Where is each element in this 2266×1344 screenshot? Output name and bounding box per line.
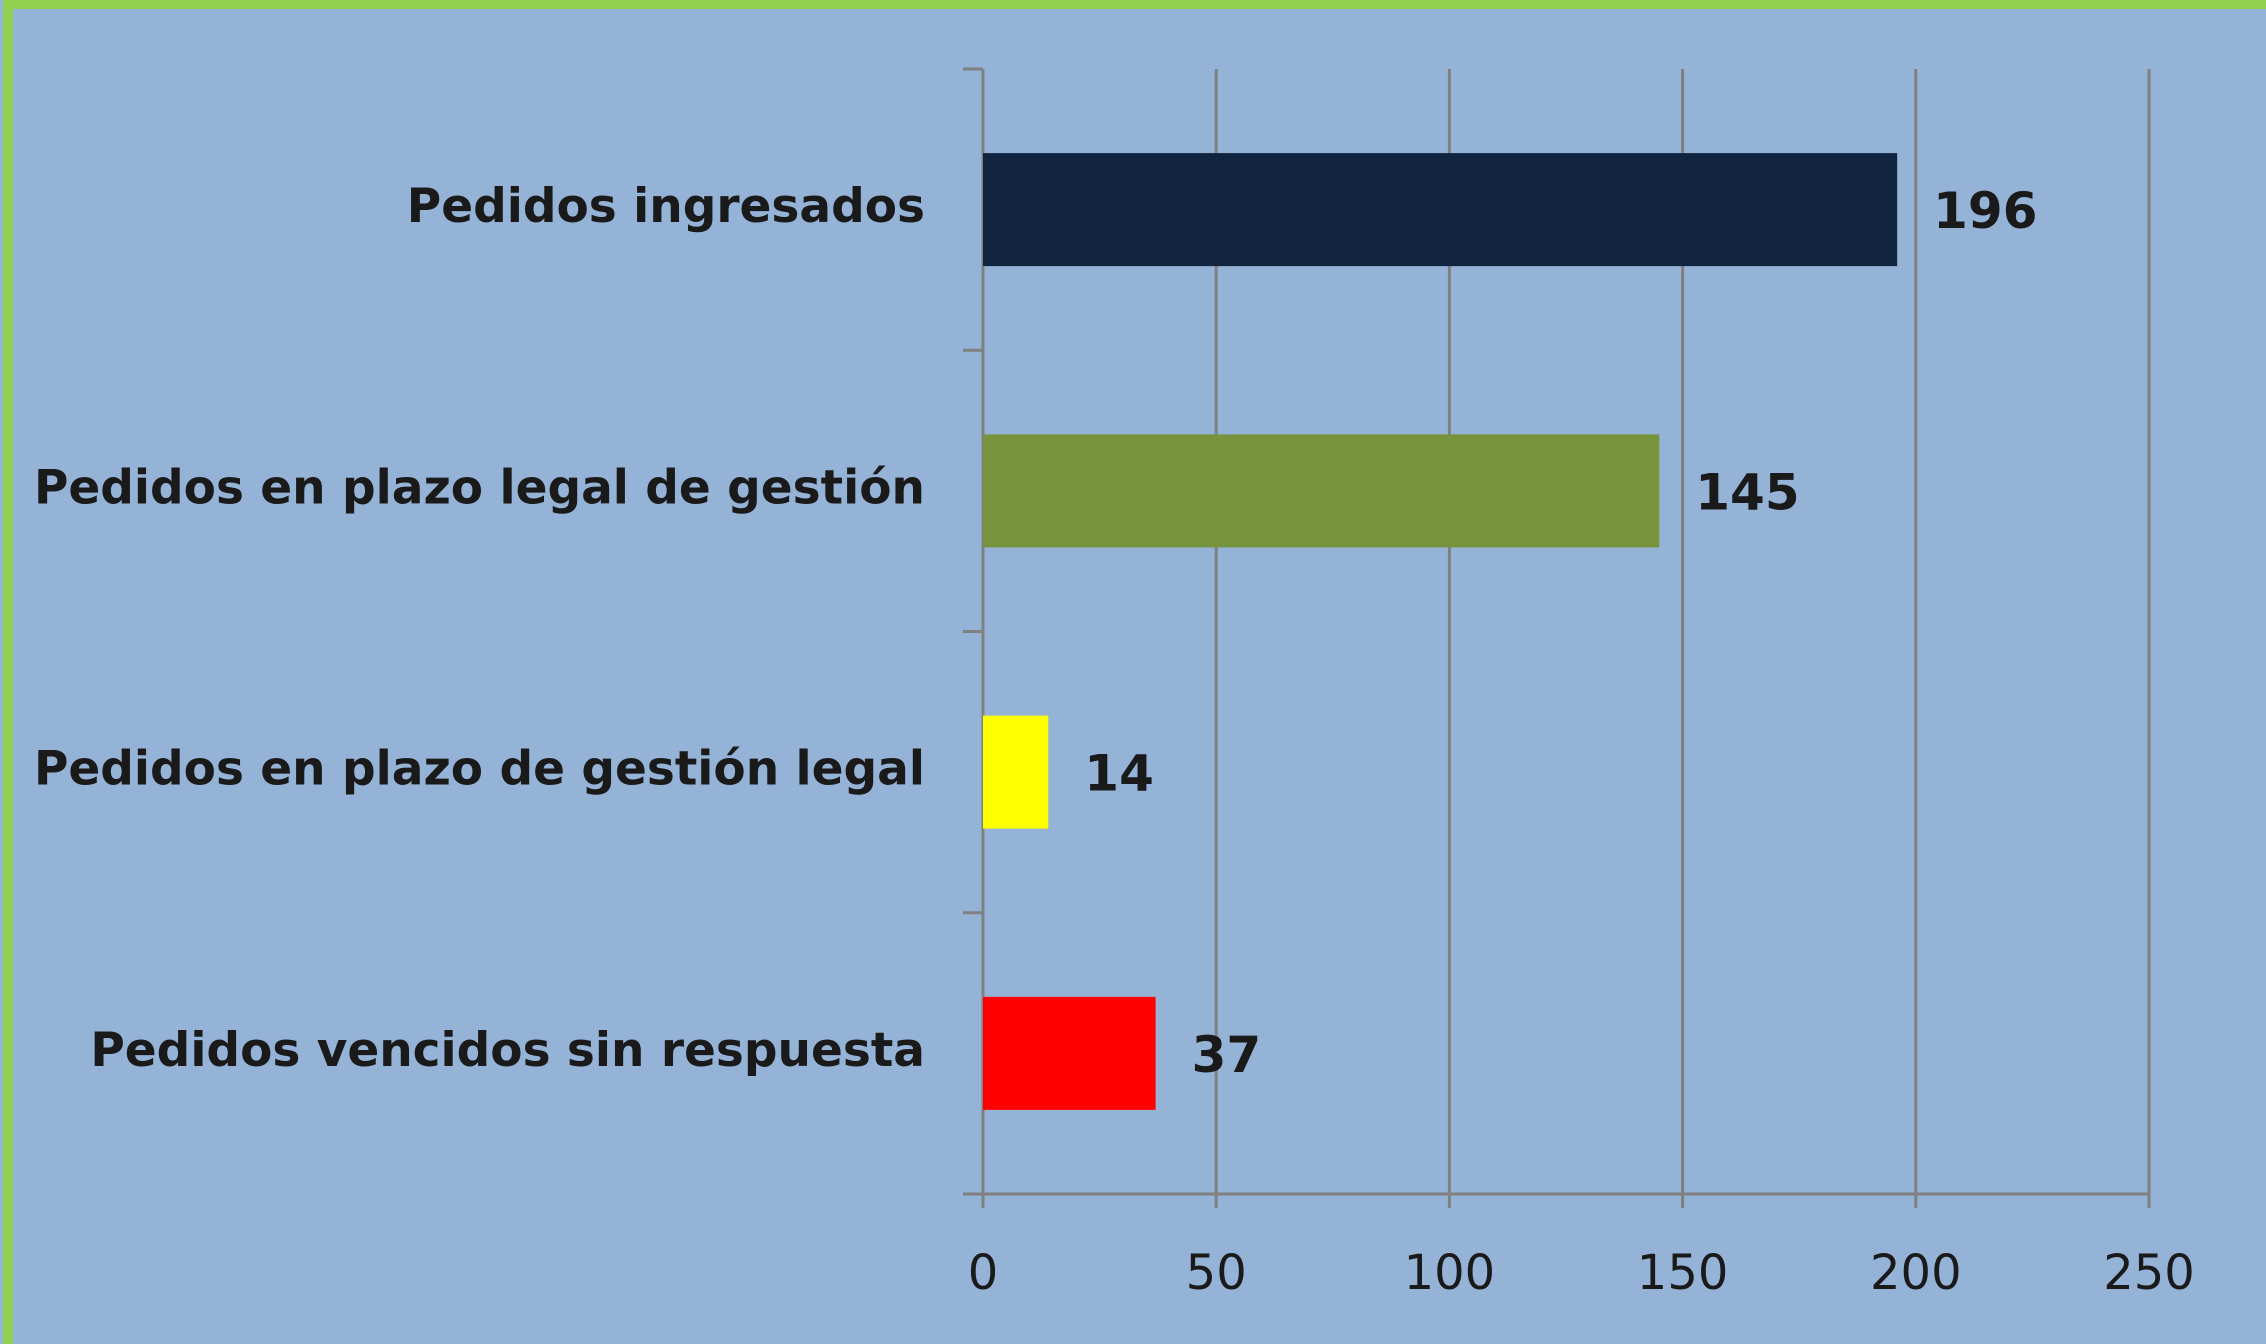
y-tick-label: Pedidos ingresados — [407, 179, 925, 234]
value-label: 145 — [1695, 463, 1799, 521]
value-label: 37 — [1192, 1026, 1262, 1084]
y-tick-label: Pedidos en plazo legal de gestión — [34, 460, 925, 515]
bar — [983, 434, 1660, 548]
bar — [983, 996, 1156, 1110]
bar — [983, 715, 1049, 829]
frame — [3, 0, 2266, 1344]
value-label: 14 — [1084, 745, 1154, 803]
x-tick-label: 150 — [1637, 1245, 1729, 1301]
x-tick-label: 100 — [1404, 1245, 1496, 1301]
x-tick-label: 0 — [968, 1245, 999, 1301]
y-tick-label: Pedidos en plazo de gestión legal — [34, 742, 925, 797]
y-tick-label: Pedidos vencidos sin respuesta — [90, 1023, 925, 1078]
bar — [983, 153, 1898, 267]
x-tick-label: 200 — [1870, 1245, 1962, 1301]
x-tick-label: 50 — [1186, 1245, 1247, 1301]
value-label: 196 — [1933, 182, 2037, 240]
x-tick-label: 250 — [2103, 1245, 2195, 1301]
